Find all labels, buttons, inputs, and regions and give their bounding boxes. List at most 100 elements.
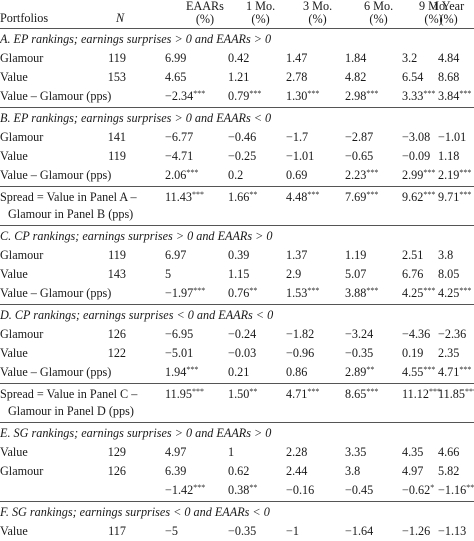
value-cell: 0.39 <box>228 246 249 265</box>
significance-stars: *** <box>459 365 472 374</box>
row-label: Value <box>0 149 28 163</box>
value-cell: 4.25*** <box>402 284 435 303</box>
value-cell: −1.82 <box>286 325 314 344</box>
row-n: 119 <box>108 149 126 163</box>
cell-value: −0.03 <box>228 346 257 360</box>
row-label: Value <box>0 346 28 360</box>
table-row: Glamour 119 6.99 0.42 1.47 1.84 3.2 4.84 <box>0 49 474 68</box>
cell-value: 1.15 <box>228 267 250 281</box>
panel-title: E. SG rankings; earnings surprises > 0 a… <box>0 426 272 440</box>
significance-stars: ** <box>366 365 375 374</box>
value-cell: 1.18 <box>438 147 459 166</box>
value-cell: −0.35 <box>228 522 256 541</box>
table-row: −1.42*** 0.38** −0.16 −0.45 −0.62* −1.16** <box>0 481 474 500</box>
column-header-unit: (%) <box>251 12 270 26</box>
cell-value: −1 <box>286 524 299 538</box>
value-cell: 5.82 <box>438 462 459 481</box>
significance-stars: *** <box>307 190 320 199</box>
cell-value: −1.97 <box>165 286 194 300</box>
significance-stars: * <box>430 483 435 492</box>
value-cell: −1.01 <box>286 147 314 166</box>
panel-heading: A. EP rankings; earnings surprises > 0 a… <box>0 30 474 49</box>
value-cell: 1.94*** <box>165 363 198 382</box>
cell-value: 2.51 <box>402 248 424 262</box>
value-cell: 1.66** <box>228 188 257 207</box>
cell-value: −5.01 <box>165 346 194 360</box>
cell-value: 4.25 <box>438 286 460 300</box>
column-header-title: 6 Mo. <box>364 0 394 13</box>
row-n: 117 <box>108 524 126 538</box>
cell-value: −0.16 <box>286 483 315 497</box>
significance-stars: *** <box>307 286 320 295</box>
cell-value: 1.21 <box>228 70 250 84</box>
cell-value: −4.71 <box>165 149 194 163</box>
value-cell: 0.42 <box>228 49 249 68</box>
cell-value: 1.47 <box>286 51 308 65</box>
value-cell: −0.25 <box>228 147 256 166</box>
value-cell: −1.16** <box>438 481 474 500</box>
panel-heading: F. SG rankings; earnings surprises < 0 a… <box>0 503 474 522</box>
cell-value: 5.82 <box>438 464 460 478</box>
cell-value: 11.12 <box>402 387 429 401</box>
cell-value: 2.9 <box>286 267 302 281</box>
cell-value: −2.87 <box>345 130 374 144</box>
value-cell: 3.84*** <box>438 87 471 106</box>
cell-value: 0.62 <box>228 464 250 478</box>
cell-value: 11.95 <box>165 387 192 401</box>
cell-value: 4.82 <box>345 70 367 84</box>
row-label: Value – Glamour (pps) <box>0 365 112 379</box>
value-cell: 4.66 <box>438 443 459 462</box>
value-cell: 1.84 <box>345 49 366 68</box>
significance-stars: *** <box>193 286 206 295</box>
value-cell: 4.35 <box>402 443 423 462</box>
cell-value: 4.71 <box>438 365 460 379</box>
significance-stars: *** <box>191 387 204 396</box>
value-cell: 11.95*** <box>165 385 204 404</box>
row-label-continued: Glamour in Panel D (pps) <box>8 404 134 418</box>
value-cell: 2.99*** <box>402 166 435 185</box>
value-cell: 4.71*** <box>438 363 471 382</box>
cell-value: 4.71 <box>286 387 308 401</box>
value-cell: −6.77 <box>165 128 193 147</box>
cell-value: 0.79 <box>228 89 250 103</box>
significance-stars: *** <box>366 89 379 98</box>
value-cell: −5 <box>165 522 178 541</box>
cell-value: −0.35 <box>345 346 374 360</box>
panel-heading: C. CP rankings; earnings surprises > 0 a… <box>0 227 474 246</box>
row-label: Value – Glamour (pps) <box>0 286 112 300</box>
cell-value: 0.76 <box>228 286 250 300</box>
value-cell: 2.23*** <box>345 166 378 185</box>
column-header: 1 Year (%) <box>433 0 464 26</box>
significance-stars: ** <box>249 483 258 492</box>
column-header-title: 3 Mo. <box>303 0 333 13</box>
value-cell: 0.19 <box>402 344 423 363</box>
value-cell: 2.78 <box>286 68 307 87</box>
panel-title: C. CP rankings; earnings surprises > 0 a… <box>0 229 273 243</box>
cell-value: 2.06 <box>165 168 187 182</box>
value-cell: 0.86 <box>286 363 307 382</box>
value-cell: 3.88*** <box>345 284 378 303</box>
cell-value: 3.88 <box>345 286 367 300</box>
value-cell: −1.26 <box>402 522 430 541</box>
panel-heading: B. EP rankings; earnings surprises > 0 a… <box>0 109 474 128</box>
value-cell: 3.8 <box>345 462 360 481</box>
table-row: Value 119 −4.71 −0.25 −1.01 −0.65 −0.09 1.18 <box>0 147 474 166</box>
value-cell: 2.98*** <box>345 87 378 106</box>
value-cell: 3.2 <box>402 49 417 68</box>
cell-value: 2.98 <box>345 89 367 103</box>
value-cell: 1.47 <box>286 49 307 68</box>
value-cell: 1.30*** <box>286 87 319 106</box>
row-n: 141 <box>107 130 126 144</box>
cell-value: 1.66 <box>228 190 250 204</box>
cell-value: −0.46 <box>228 130 257 144</box>
cell-value: 11.85 <box>438 387 465 401</box>
significance-stars: *** <box>423 168 436 177</box>
column-header: 6 Mo. (%) <box>364 0 393 26</box>
value-cell: 1.19 <box>345 246 366 265</box>
cell-value: −1.16 <box>438 483 467 497</box>
significance-stars: *** <box>307 387 320 396</box>
row-label: Glamour <box>0 248 44 262</box>
cell-value: 1.84 <box>345 51 367 65</box>
value-cell: −3.08 <box>402 128 430 147</box>
value-cell: −4.71 <box>165 147 193 166</box>
